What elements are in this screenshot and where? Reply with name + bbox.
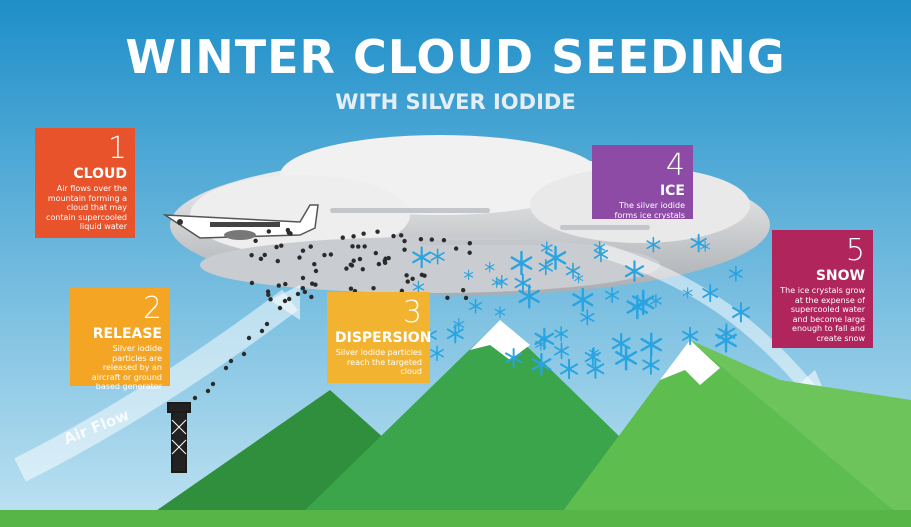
- particle: [371, 286, 375, 290]
- particle: [283, 282, 287, 286]
- particle: [410, 277, 414, 281]
- step-heading: SNOW: [780, 268, 865, 284]
- particle: [310, 281, 314, 285]
- infographic: WINTER CLOUD SEEDING WITH SILVER IODIDE …: [0, 0, 911, 527]
- ground-generator: [168, 403, 190, 472]
- particle: [374, 251, 378, 255]
- particle: [445, 296, 449, 300]
- particle: [349, 263, 353, 267]
- particle: [419, 237, 423, 241]
- particle: [274, 245, 278, 249]
- step-number: 2: [78, 294, 162, 324]
- step-text: Air flows over the mountain forming a cl…: [43, 184, 127, 232]
- step-heading: RELEASE: [78, 326, 162, 342]
- particle: [377, 262, 381, 266]
- particle: [404, 273, 408, 277]
- step-box: 4 ICE The silver iodide forms ice crystals: [592, 145, 693, 219]
- particle: [351, 234, 355, 238]
- step-text: The silver iodide forms ice crystals: [600, 201, 685, 220]
- step-number: 4: [600, 151, 685, 181]
- particle: [229, 359, 233, 363]
- particle: [265, 322, 269, 326]
- particle: [242, 352, 246, 356]
- particle: [402, 247, 406, 251]
- particle: [301, 249, 305, 253]
- step-text: The ice crystals grow at the expense of …: [780, 286, 865, 343]
- particle: [402, 239, 406, 243]
- particle: [249, 253, 253, 257]
- particle: [301, 286, 305, 290]
- particle: [356, 244, 360, 248]
- particle: [296, 292, 300, 296]
- particle: [309, 244, 313, 248]
- particle: [297, 255, 301, 259]
- step-heading: ICE: [600, 183, 685, 199]
- particle: [362, 244, 366, 248]
- particle: [309, 295, 313, 299]
- particle: [399, 233, 403, 237]
- particle: [303, 290, 307, 294]
- particle: [349, 286, 353, 290]
- particle: [276, 259, 280, 263]
- particle: [312, 262, 316, 266]
- particle: [266, 293, 270, 297]
- particle: [358, 257, 362, 261]
- particle: [301, 276, 305, 280]
- step-text: Silver iodide particles reach the target…: [335, 348, 422, 377]
- step-box: 5 SNOW The ice crystals grow at the expens…: [772, 230, 873, 348]
- particle: [454, 246, 458, 250]
- particle: [260, 329, 264, 333]
- particle: [287, 297, 291, 301]
- step-number: 5: [780, 236, 865, 266]
- particle: [467, 251, 471, 255]
- particle: [468, 241, 472, 245]
- particle: [341, 235, 345, 239]
- particle: [344, 266, 348, 270]
- particle: [386, 256, 390, 260]
- particle: [277, 283, 281, 287]
- particle: [247, 336, 251, 340]
- particle: [375, 229, 379, 233]
- particle: [253, 239, 257, 243]
- step-number: 1: [43, 134, 127, 164]
- particle: [391, 234, 395, 238]
- step-heading: DISPERSION: [335, 330, 422, 346]
- title: WINTER CLOUD SEEDING: [0, 30, 911, 84]
- particle: [211, 382, 215, 386]
- particle: [193, 396, 197, 400]
- particle: [278, 306, 282, 310]
- step-number: 3: [335, 298, 422, 328]
- particle: [314, 269, 318, 273]
- particle: [283, 299, 287, 303]
- particle: [329, 252, 333, 256]
- step-text: Silver iodide particles are released by …: [78, 344, 162, 392]
- particle: [361, 267, 365, 271]
- step-heading: CLOUD: [43, 166, 127, 182]
- particle: [250, 281, 254, 285]
- particle: [361, 231, 365, 235]
- particle: [267, 229, 271, 233]
- particle: [206, 389, 210, 393]
- particle: [464, 296, 468, 300]
- particle: [430, 237, 434, 241]
- particle: [350, 244, 354, 248]
- particle: [322, 253, 326, 257]
- particle: [442, 238, 446, 242]
- particle: [259, 257, 263, 261]
- particle: [383, 261, 387, 265]
- particle: [224, 366, 228, 370]
- particle: [461, 288, 465, 292]
- particle: [263, 253, 267, 257]
- subtitle: WITH SILVER IODIDE: [0, 90, 911, 114]
- particle: [268, 297, 272, 301]
- particle: [286, 228, 290, 232]
- particle: [351, 259, 355, 263]
- step-box: 1 CLOUD Air flows over the mountain formin…: [35, 128, 135, 238]
- step-box: 3 DISPERSION Silver iodide particles reach…: [327, 292, 430, 383]
- particle: [420, 273, 424, 277]
- particle: [279, 243, 283, 247]
- particle: [406, 279, 410, 283]
